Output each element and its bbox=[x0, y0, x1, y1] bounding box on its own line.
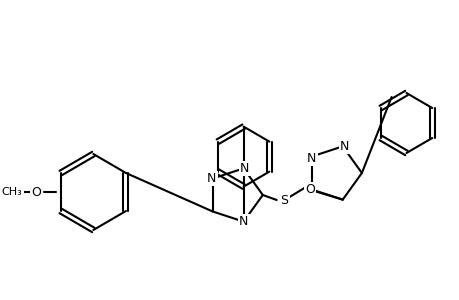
Text: N: N bbox=[339, 140, 349, 153]
Text: S: S bbox=[280, 194, 288, 206]
Text: N: N bbox=[306, 152, 316, 165]
Text: CH₃: CH₃ bbox=[2, 187, 22, 197]
Text: N: N bbox=[238, 215, 248, 228]
Text: N: N bbox=[240, 162, 249, 175]
Text: O: O bbox=[31, 185, 41, 199]
Text: O: O bbox=[304, 183, 314, 196]
Text: N: N bbox=[207, 172, 216, 185]
